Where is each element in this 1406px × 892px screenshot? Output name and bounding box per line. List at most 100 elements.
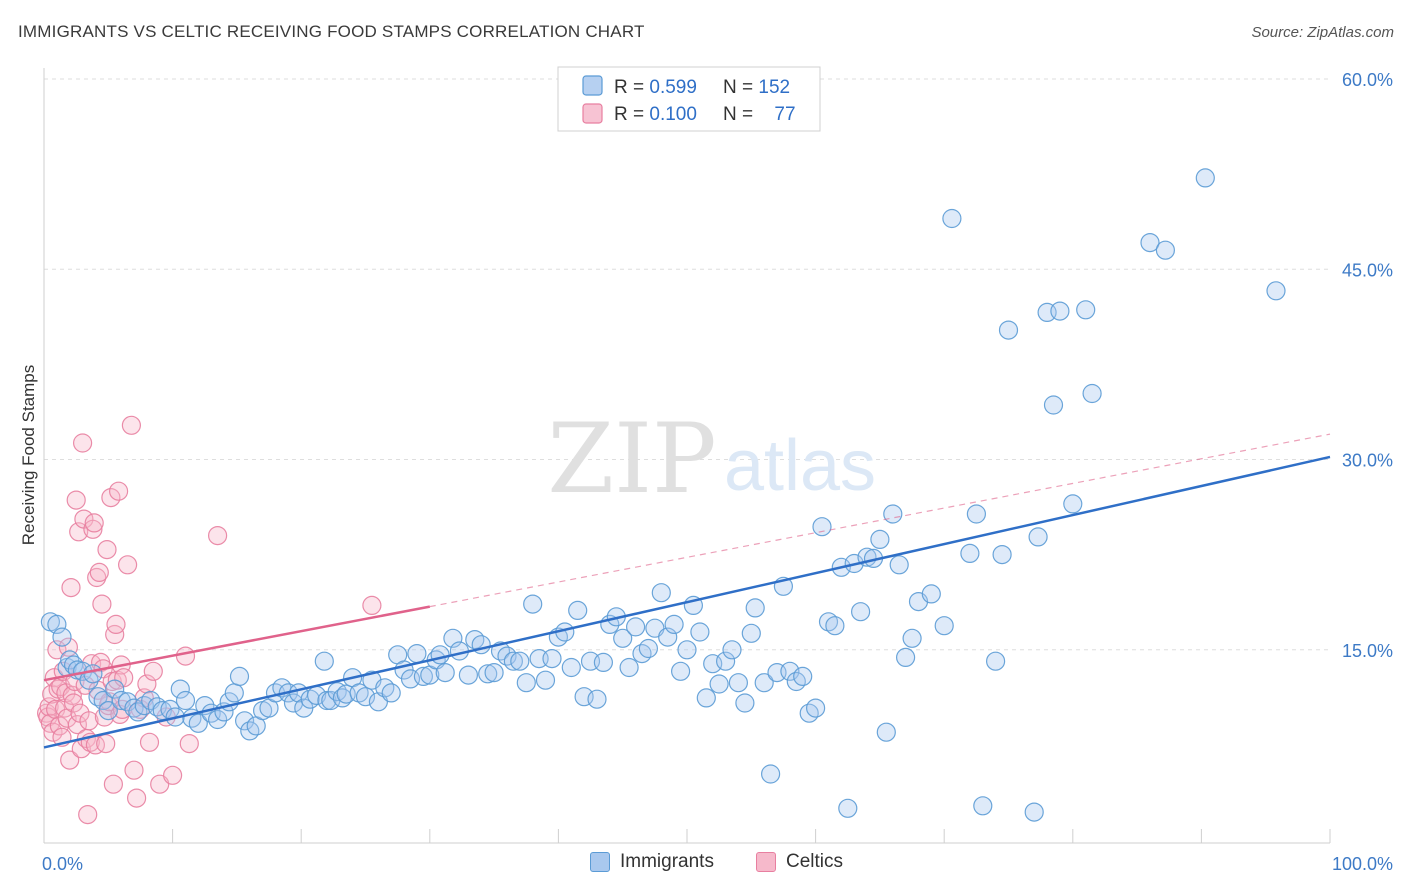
- celtics-point-56: [108, 481, 129, 501]
- y-tick-label-3: 60.0%: [1342, 70, 1393, 90]
- immigrants-point-152: [1024, 802, 1044, 822]
- celtics-point-41: [89, 562, 109, 583]
- immigrants-point-85: [542, 648, 562, 669]
- immigrants-point-27: [188, 713, 208, 733]
- celtics-point-33: [79, 711, 99, 731]
- immigrants-point-82: [523, 594, 543, 614]
- immigrants-point-139: [889, 555, 909, 575]
- immigrants-point-2: [52, 627, 72, 647]
- celtics-point-75: [208, 525, 228, 546]
- celtics-point-47: [97, 539, 117, 560]
- immigrants-point-149: [985, 651, 1006, 671]
- legend-bottom: Immigrants Celtics: [0, 851, 1406, 877]
- watermark-atlas: atlas: [724, 426, 876, 506]
- immigrants-point-103: [658, 627, 678, 647]
- immigrants-point-123: [786, 671, 806, 692]
- celtics-point-73: [175, 646, 196, 666]
- immigrants-point-133: [850, 602, 871, 622]
- immigrants-point-60: [381, 683, 401, 703]
- immigrants-point-25: [175, 690, 196, 711]
- immigrants-point-80: [510, 651, 530, 671]
- celtics-point-21: [63, 693, 84, 713]
- celtics-point-52: [103, 774, 124, 794]
- celtics-trend-line: [43, 605, 431, 682]
- celtics-point-53: [105, 624, 125, 645]
- immigrants-point-105: [670, 661, 691, 681]
- immigrants-point-118: [754, 673, 774, 693]
- immigrants-point-161: [1155, 240, 1176, 260]
- celtics-point-72: [163, 765, 183, 785]
- legend-r-value-1: 0.599: [649, 77, 697, 98]
- immigrants-point-153: [1028, 527, 1048, 547]
- y-tick-label-0: 15.0%: [1342, 641, 1393, 661]
- y-tick-label-1: 30.0%: [1342, 451, 1393, 471]
- celtics-point-64: [127, 788, 147, 808]
- legend-n-label-2: N =: [723, 104, 758, 125]
- celtics-point-69: [143, 661, 163, 681]
- celtics-point-54: [106, 614, 126, 635]
- immigrants-point-157: [1063, 494, 1083, 514]
- immigrants-point-36: [240, 721, 260, 741]
- legend-label-celtics: Celtics: [786, 851, 844, 872]
- immigrants-point-129: [825, 616, 845, 636]
- celtics-point-76: [362, 595, 382, 616]
- celtics-points: [36, 415, 382, 825]
- celtics-point-46: [96, 733, 116, 754]
- celtics-point-18: [60, 750, 80, 770]
- celtics-point-61: [117, 555, 138, 575]
- celtics-point-23: [66, 490, 86, 510]
- immigrants-point-119: [760, 764, 781, 784]
- immigrants-point-138: [883, 504, 903, 524]
- legend-item-celtics: Celtics: [756, 851, 843, 873]
- x-tick-label-0: 0.0%: [42, 854, 83, 874]
- immigrants-point-69: [435, 662, 455, 683]
- celtics-point-68: [139, 732, 160, 752]
- immigrants-point-144: [934, 616, 954, 636]
- svg-text:N = 152: N = 152: [723, 77, 790, 98]
- celtics-point-43: [92, 594, 112, 614]
- watermark: ZIP atlas: [547, 403, 876, 515]
- y-tick-labels: 15.0% 30.0% 45.0% 60.0%: [1342, 70, 1393, 661]
- immigrants-point-156: [1050, 301, 1070, 321]
- immigrants-point-116: [741, 623, 761, 643]
- legend-swatch-celtics: [582, 103, 603, 124]
- immigrants-point-35: [235, 711, 255, 731]
- immigrants-point-30: [208, 709, 228, 730]
- immigrants-point-84: [535, 670, 556, 690]
- celtics-point-8: [47, 640, 67, 660]
- immigrants-point-109: [696, 688, 716, 708]
- celtics-point-39: [87, 567, 107, 588]
- legend-swatch-immigrants: [582, 75, 603, 96]
- immigrants-point-72: [458, 665, 478, 685]
- immigrants-point-65: [413, 666, 433, 687]
- immigrants-point-48: [314, 651, 334, 671]
- immigrants-point-115: [735, 693, 755, 713]
- immigrants-point-13: [105, 679, 125, 699]
- legend-swatch-celtics-bottom: [756, 852, 776, 872]
- immigrants-point-76: [484, 662, 504, 683]
- celtics-point-67: [137, 674, 157, 694]
- immigrants-point-33: [224, 683, 244, 703]
- immigrants-point-78: [497, 646, 517, 666]
- legend-n-value-1: 152: [758, 77, 790, 98]
- immigrants-point-99: [632, 643, 652, 664]
- legend-r-label-1: R =: [614, 77, 649, 98]
- celtics-point-32: [78, 804, 98, 825]
- immigrants-point-12: [98, 700, 118, 721]
- legend-r-label-2: R =: [614, 104, 649, 125]
- immigrants-point-163: [1266, 281, 1286, 301]
- immigrants-point-104: [664, 614, 684, 635]
- grid-lines: [44, 78, 1330, 651]
- legend-swatch-immigrants-bottom: [590, 852, 610, 872]
- immigrants-point-117: [745, 598, 765, 618]
- immigrants-point-113: [722, 640, 742, 660]
- celtics-point-63: [124, 760, 144, 780]
- immigrants-point-136: [870, 529, 890, 550]
- celtics-point-24: [67, 714, 88, 735]
- y-axis-label: Receiving Food Stamps: [19, 365, 38, 545]
- immigrants-point-150: [992, 544, 1012, 565]
- immigrants-point-24: [170, 679, 190, 699]
- immigrants-point-10: [88, 687, 108, 707]
- immigrants-point-81: [516, 673, 536, 693]
- immigrants-point-127: [812, 517, 832, 537]
